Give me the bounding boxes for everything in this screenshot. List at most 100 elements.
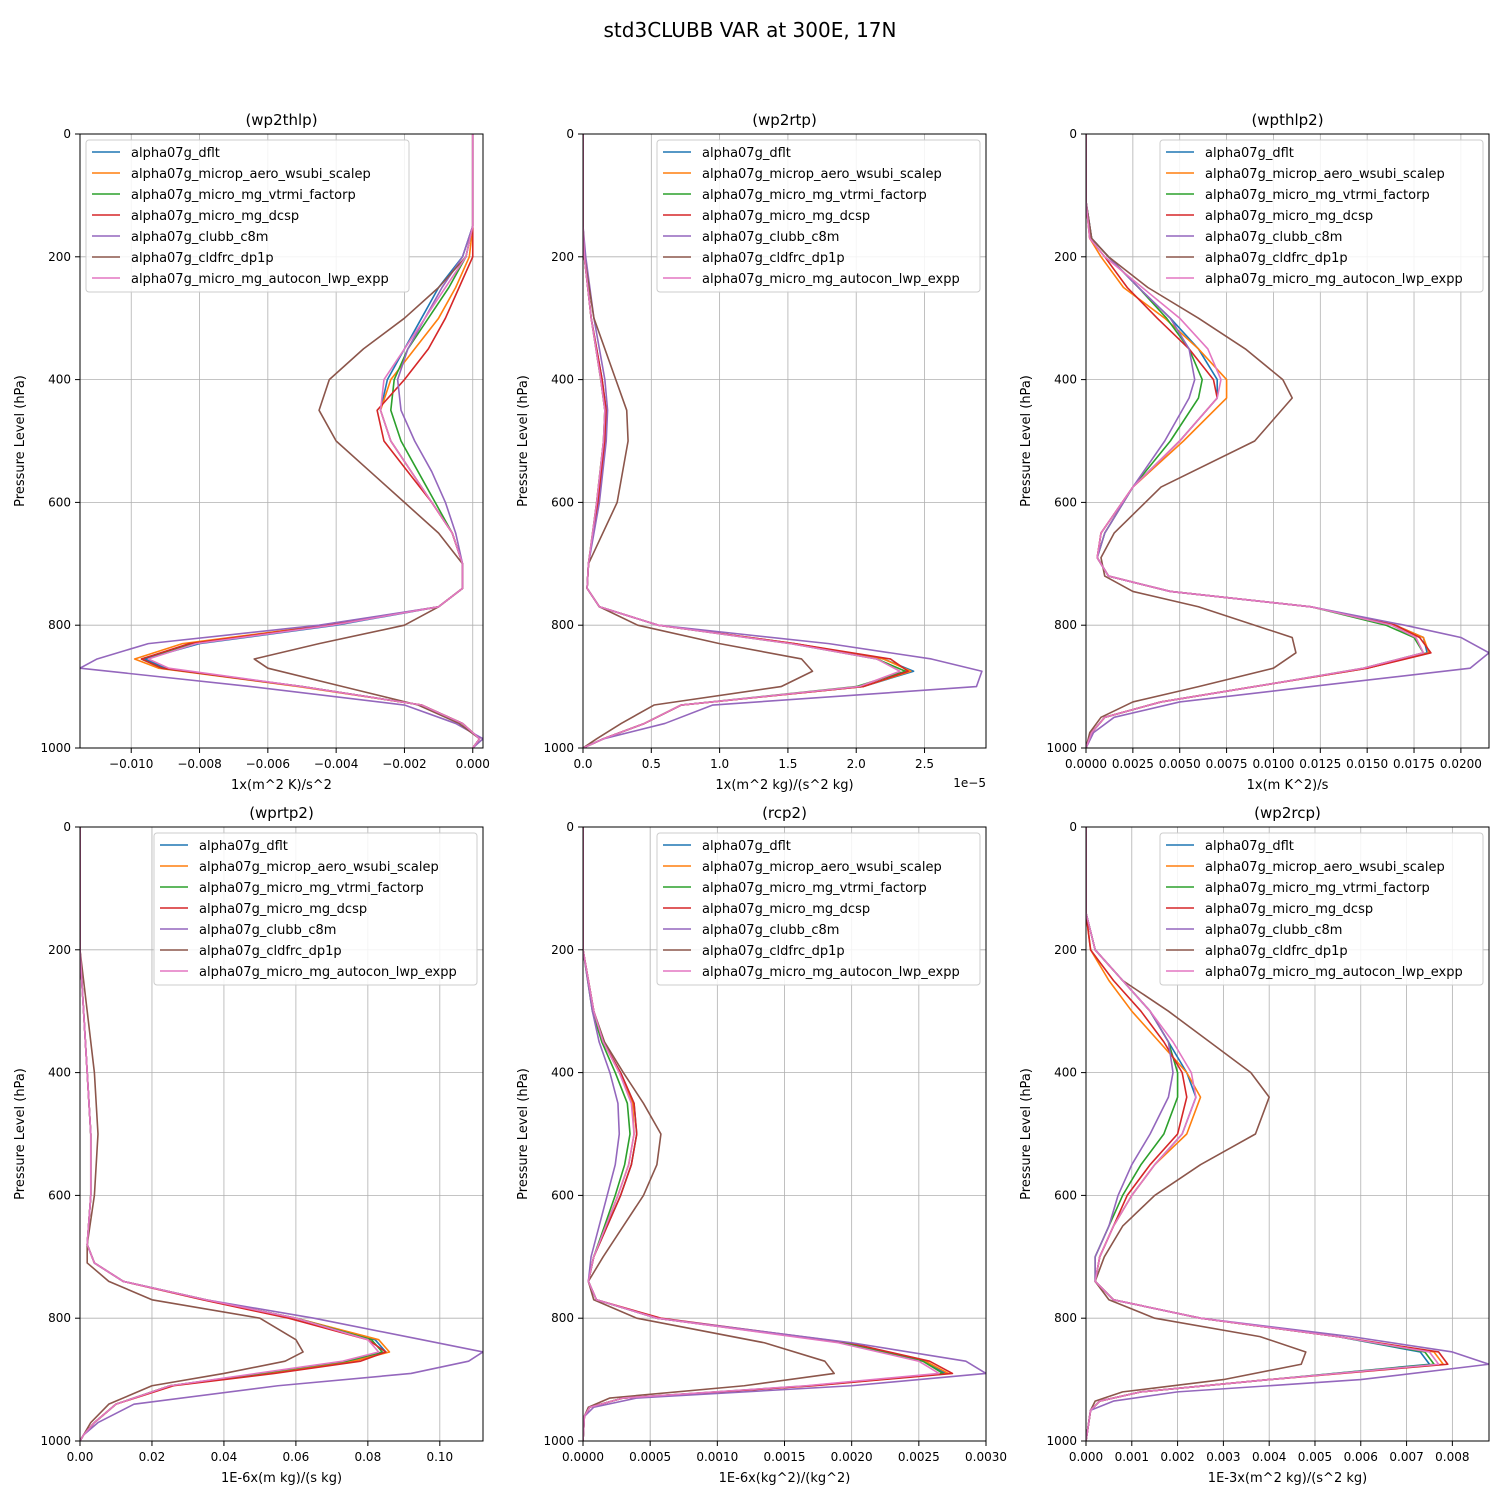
legend-entry: alpha07g_clubb_c8m (702, 230, 839, 245)
x-tick-label: 0.0015 (764, 1450, 806, 1464)
panel-title: (wp2thlp) (245, 111, 317, 129)
legend-entry: alpha07g_micro_mg_vtrmi_factorp (131, 188, 356, 203)
y-tick-label: 1000 (40, 1434, 71, 1448)
y-tick-label: 1000 (543, 1434, 574, 1448)
y-axis-label: Pressure Level (hPa) (13, 1068, 28, 1200)
legend-box (1159, 832, 1484, 986)
y-axis-label: Pressure Level (hPa) (516, 1068, 531, 1200)
legend-entry: alpha07g_micro_mg_dcsp (1205, 902, 1373, 917)
x-tick-label: 0.003 (1206, 1450, 1240, 1464)
panel-4: 0.0000 0.0005 0.0010 0.0015 0.0020 0.0025 0.00… (516, 804, 1007, 1486)
y-tick-label: 800 (48, 618, 71, 632)
y-axis-label: Pressure Level (hPa) (1019, 375, 1034, 507)
y-tick-label: 200 (1054, 250, 1077, 264)
series-line-alpha07g_clubb_c8m (583, 827, 986, 1441)
x-tick-label: −0.008 (177, 757, 221, 771)
axes-frame (79, 826, 484, 1442)
legend-entry: alpha07g_cldfrc_dp1p (1205, 251, 1348, 266)
x-tick-label: 0.0175 (1393, 757, 1435, 771)
panel-title: (wpthlp2) (1251, 111, 1323, 129)
legend-entry: alpha07g_micro_mg_vtrmi_factorp (1205, 881, 1430, 896)
x-axis-label: 1E-3x(m^2 kg)/(s^2 kg) (1208, 1471, 1367, 1486)
x-tick-label: 0.007 (1389, 1450, 1423, 1464)
y-tick-label: 800 (1054, 618, 1077, 632)
legend-entry: alpha07g_micro_mg_dcsp (702, 209, 870, 224)
legend: alpha07g_dflt alpha07g_microp_aero_wsubi_… (656, 832, 981, 986)
y-axis-label: Pressure Level (hPa) (1019, 1068, 1034, 1200)
x-tick-label: −0.010 (109, 757, 153, 771)
y-tick-label: 400 (551, 1066, 574, 1080)
panel-5: 0.000 0.001 0.002 0.003 0.004 0.005 0.006 0.007… (1019, 804, 1490, 1486)
legend-entry: alpha07g_dflt (702, 146, 791, 161)
x-tick-label: 0.004 (1252, 1450, 1286, 1464)
legend-entry: alpha07g_micro_mg_autocon_lwp_expp (702, 272, 960, 287)
legend-entry: alpha07g_micro_mg_vtrmi_factorp (199, 881, 424, 896)
x-tick-label: 1.5 (778, 757, 797, 771)
x-tick-label: 0.0150 (1346, 757, 1388, 771)
panel-0: −0.010 −0.008 −0.006 −0.004 −0.002 0.000 0 200 4… (13, 111, 490, 793)
series-line-alpha07g_cldfrc_dp1p (1086, 134, 1297, 748)
x-tick-label: 0.0025 (898, 1450, 940, 1464)
series-line-alpha07g_micro_mg_autocon_lwp_expp (583, 134, 901, 748)
legend-entry: alpha07g_clubb_c8m (1205, 230, 1342, 245)
x-tick-label: 0.000 (456, 757, 490, 771)
series-line-alpha07g_cldfrc_dp1p (1086, 827, 1307, 1441)
x-axis-label: 1E-6x(kg^2)/(kg^2) (719, 1471, 851, 1486)
y-tick-label: 600 (1054, 495, 1077, 509)
x-tick-label: 0.5 (642, 757, 661, 771)
figure-title: std3CLUBB VAR at 300E, 17N (604, 18, 897, 42)
x-axis-label: 1E-6x(m kg)/(s kg) (221, 1471, 342, 1486)
x-tick-label: 0.0030 (965, 1450, 1007, 1464)
x-axis-label: 1x(m K^2)/s (1247, 778, 1329, 793)
x-tick-label: 0.0075 (1206, 757, 1248, 771)
y-tick-label: 0 (566, 127, 574, 141)
y-tick-label: 800 (1054, 1311, 1077, 1325)
x-tick-label: 0.0020 (831, 1450, 873, 1464)
y-tick-label: 600 (48, 495, 71, 509)
y-tick-label: 600 (48, 1188, 71, 1202)
y-tick-label: 400 (1054, 1066, 1077, 1080)
panel-1: 0.0 0.5 1.0 1.5 2.0 2.5 0 200 400 600 800 1000 (wp2r… (516, 111, 987, 793)
legend-entry: alpha07g_clubb_c8m (199, 923, 336, 938)
legend: alpha07g_dflt alpha07g_microp_aero_wsubi_… (85, 139, 410, 293)
y-tick-label: 400 (551, 373, 574, 387)
y-tick-label: 800 (48, 1311, 71, 1325)
panel-3: 0.00 0.02 0.04 0.06 0.08 0.10 0 200 400 600 800 100… (13, 804, 484, 1486)
axes-frame (1085, 133, 1490, 749)
x-tick-label: 0.000 (1069, 1450, 1103, 1464)
legend-entry: alpha07g_dflt (131, 146, 220, 161)
legend-entry: alpha07g_clubb_c8m (1205, 923, 1342, 938)
legend-entry: alpha07g_microp_aero_wsubi_scalep (702, 167, 942, 182)
y-axis-label: Pressure Level (hPa) (516, 375, 531, 507)
y-tick-label: 1000 (1046, 1434, 1077, 1448)
legend-box (153, 832, 478, 986)
x-tick-label: 0.0100 (1252, 757, 1294, 771)
series-line-alpha07g_cldfrc_dp1p (80, 827, 304, 1441)
legend-entry: alpha07g_microp_aero_wsubi_scalep (199, 860, 439, 875)
legend-entry: alpha07g_micro_mg_autocon_lwp_expp (1205, 272, 1463, 287)
y-tick-label: 200 (48, 250, 71, 264)
legend-entry: alpha07g_micro_mg_dcsp (702, 902, 870, 917)
series-line-alpha07g_micro_mg_autocon_lwp_expp (80, 827, 380, 1441)
legend-entry: alpha07g_clubb_c8m (702, 923, 839, 938)
legend-box (656, 832, 981, 986)
legend-entry: alpha07g_micro_mg_vtrmi_factorp (702, 188, 927, 203)
axes-frame (1085, 826, 1490, 1442)
legend-entry: alpha07g_micro_mg_autocon_lwp_expp (1205, 965, 1463, 980)
panel-title: (rcp2) (762, 804, 807, 822)
y-tick-label: 800 (551, 1311, 574, 1325)
y-axis-label: Pressure Level (hPa) (13, 375, 28, 507)
y-tick-label: 0 (566, 820, 574, 834)
panel-title: (wp2rtp) (752, 111, 817, 129)
x-axis-label: 1x(m^2 kg)/(s^2 kg) (715, 778, 853, 793)
legend-entry: alpha07g_dflt (702, 839, 791, 854)
series-line-alpha07g_micro_mg_autocon_lwp_expp (1086, 827, 1440, 1441)
legend-entry: alpha07g_micro_mg_vtrmi_factorp (702, 881, 927, 896)
x-tick-label: 0.10 (426, 1450, 453, 1464)
y-tick-label: 200 (1054, 943, 1077, 957)
series-line-alpha07g_cldfrc_dp1p (583, 827, 836, 1441)
y-tick-label: 0 (1069, 127, 1077, 141)
y-tick-label: 200 (551, 943, 574, 957)
x-tick-label: 0.0125 (1299, 757, 1341, 771)
x-axis-label: 1x(m^2 K)/s^2 (231, 778, 332, 793)
